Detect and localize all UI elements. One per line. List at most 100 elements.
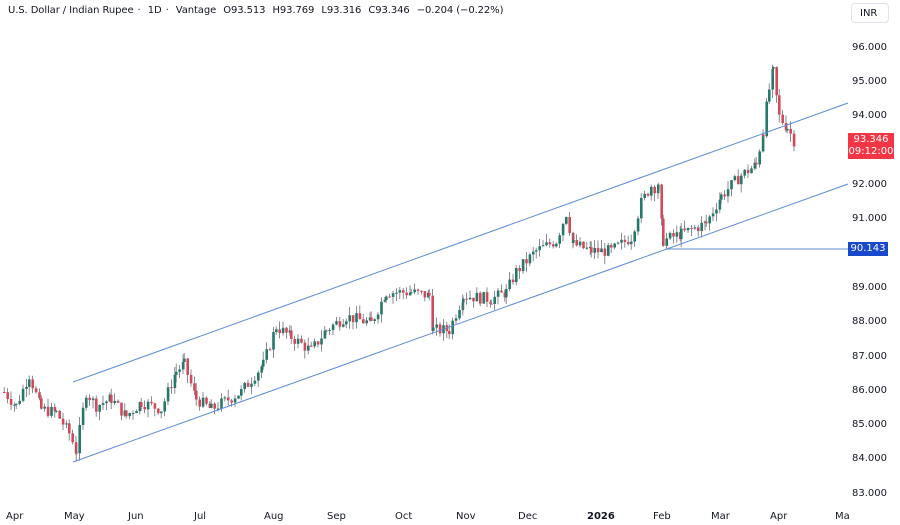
candle-body: [78, 424, 81, 454]
candle-body: [123, 410, 127, 416]
x-tick-label: Apr: [770, 511, 788, 522]
currency-button[interactable]: INR: [851, 3, 889, 23]
candle-body: [201, 397, 205, 407]
candle-body: [101, 403, 105, 405]
candle-body: [555, 243, 558, 247]
candle-body: [53, 406, 57, 412]
y-tick-label: 91.000: [852, 213, 887, 224]
candle-body: [362, 319, 365, 324]
candle-body: [541, 245, 545, 247]
candle-body: [110, 394, 113, 404]
candle-body: [416, 289, 420, 291]
legend-interval: 1D: [147, 5, 162, 16]
candle-body: [568, 217, 571, 234]
candle-body: [705, 221, 708, 224]
legend-low: L93.316: [321, 5, 362, 16]
candle-body: [296, 338, 300, 344]
candle-body: [479, 292, 482, 304]
candle-body: [342, 324, 345, 327]
candle-body: [772, 67, 775, 69]
candle-body: [572, 239, 575, 244]
x-tick-label: Sep: [327, 511, 346, 522]
x-tick-label: Oct: [395, 511, 413, 522]
candle-body: [435, 324, 438, 328]
candle-body: [140, 402, 143, 408]
candle-body: [146, 401, 150, 410]
candle-body: [265, 349, 268, 360]
candle-body: [746, 169, 750, 174]
candle-body: [438, 324, 442, 334]
candle-body: [113, 400, 116, 404]
channel-lower-line[interactable]: [72, 183, 849, 463]
candle-body: [135, 411, 138, 414]
candle-body: [610, 245, 613, 248]
candle-body: [131, 413, 135, 415]
candle-body: [71, 433, 74, 443]
candle-body: [690, 227, 693, 229]
y-tick-label: 88.000: [852, 316, 887, 327]
candle-body: [496, 290, 500, 297]
candle-body: [61, 418, 65, 425]
chart-legend: U.S. Dollar / Indian Rupee · 1D · Vantage …: [8, 5, 507, 16]
candle-body: [500, 290, 503, 293]
candle-body: [552, 244, 555, 247]
candle-body: [630, 241, 633, 245]
candle-body: [662, 218, 665, 246]
candle-body: [616, 242, 620, 244]
candle-body: [153, 403, 157, 409]
candle-body: [750, 168, 753, 174]
candle-body: [331, 324, 335, 331]
candle-body: [653, 186, 656, 194]
separator: ·: [165, 5, 169, 16]
candle-body: [128, 413, 131, 417]
candle-body: [465, 298, 468, 300]
candle-body: [220, 398, 223, 409]
candle-body: [98, 404, 101, 412]
candle-body: [693, 227, 697, 229]
countdown-timer: 09:12:00: [848, 146, 894, 157]
candle-body: [323, 330, 327, 339]
x-tick-label: Nov: [456, 511, 476, 522]
candle-body: [250, 383, 253, 387]
candle-body: [786, 128, 789, 131]
candle-body: [21, 388, 25, 401]
candle-body: [138, 402, 142, 412]
candle-body: [410, 292, 413, 294]
candle-body: [193, 383, 196, 391]
candle-body: [508, 279, 511, 290]
candle-body: [627, 241, 630, 245]
candle-body: [213, 403, 216, 409]
candle-body: [680, 228, 683, 239]
candle-body: [657, 184, 660, 191]
candle-body: [525, 259, 528, 264]
candle-body: [413, 289, 416, 293]
candle-body: [105, 401, 108, 404]
candle-body: [268, 349, 272, 351]
candle-body: [675, 232, 679, 237]
candle-body: [633, 231, 636, 242]
candle-body: [68, 423, 71, 434]
x-tick-label: May: [64, 511, 85, 522]
candle-body: [31, 379, 34, 389]
candle-body: [205, 397, 208, 404]
candle-body: [380, 301, 383, 315]
candle-body: [95, 398, 98, 412]
candle-body: [743, 169, 746, 176]
trend-channel[interactable]: [72, 102, 849, 463]
candle-body: [590, 247, 593, 253]
candle-body: [737, 176, 740, 185]
candle-body: [157, 408, 160, 414]
x-tick-label: Feb: [653, 511, 671, 522]
candle-body: [482, 292, 485, 304]
candle-body: [25, 386, 28, 389]
candle-body: [186, 358, 189, 375]
candle-body: [420, 290, 423, 292]
y-tick-label: 94.000: [852, 110, 887, 121]
y-tick-label: 84.000: [852, 453, 887, 464]
candle-body: [34, 388, 38, 393]
candle-body: [290, 330, 293, 339]
candle-body: [535, 250, 538, 252]
y-tick-label: 87.000: [852, 351, 887, 362]
channel-upper-line[interactable]: [72, 102, 849, 383]
